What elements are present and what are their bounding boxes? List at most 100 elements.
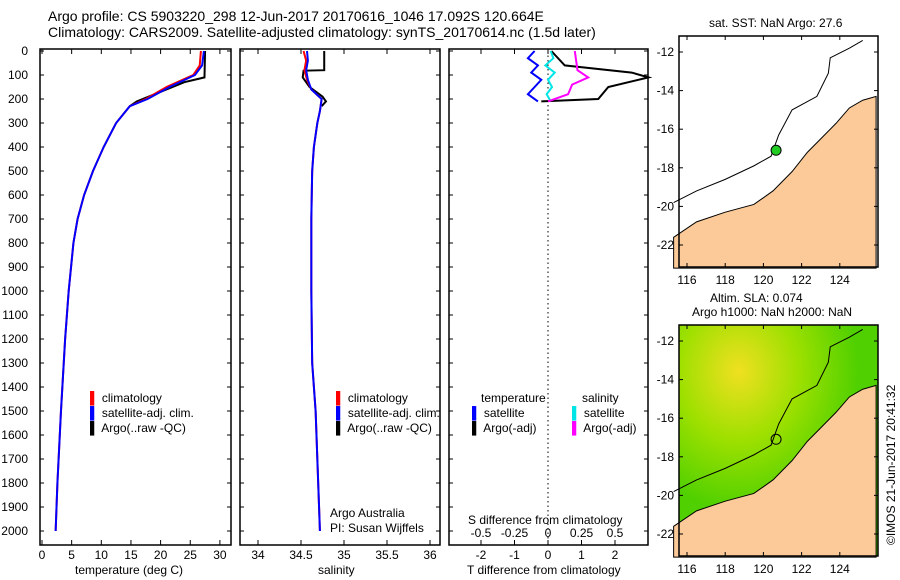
sal-axis-label: salinity xyxy=(318,563,355,577)
sla-map-title-1: Altim. SLA: 0.074 xyxy=(710,291,803,305)
x-tick-label: 35 xyxy=(337,548,351,562)
legend-header: salinity xyxy=(582,391,619,405)
lon-tick-label: 122 xyxy=(792,562,812,576)
temp-axis-label: temperature (deg C) xyxy=(75,563,184,577)
x-tick-label: 30 xyxy=(213,548,227,562)
depth-tick-label: 0 xyxy=(21,44,28,58)
lat-tick-label: -18 xyxy=(657,450,675,464)
depth-tick-label: 800 xyxy=(8,236,28,250)
s-diff-axis-label: S difference from climatology xyxy=(468,513,623,527)
legend-argo: Argo(..raw -QC) xyxy=(101,421,186,435)
x-tick-label: 5 xyxy=(68,548,75,562)
lon-tick-label: 122 xyxy=(792,273,812,287)
depth-tick-label: 2000 xyxy=(1,524,28,538)
x-tick-label: 34 xyxy=(251,548,265,562)
depth-tick-label: 600 xyxy=(8,188,28,202)
legend-argo: Argo(..raw -QC) xyxy=(347,421,432,435)
x2-tick-label: 0.25 xyxy=(570,526,594,540)
temperature-line-climatology xyxy=(54,50,202,532)
sla-map-title-2: Argo h1000: NaN h2000: NaN xyxy=(692,305,853,319)
legend-climatology: climatology xyxy=(101,391,162,405)
lat-tick-label: -14 xyxy=(657,373,675,387)
x2-tick-label: -0.5 xyxy=(471,526,492,540)
lon-tick-label: 120 xyxy=(753,273,773,287)
depth-tick-label: 1300 xyxy=(1,356,28,370)
x2-tick-label: -0.25 xyxy=(501,526,529,540)
x-tick-label: 1 xyxy=(578,548,585,562)
diff-line-3 xyxy=(547,50,591,103)
legend-satellite: satellite-adj. clim. xyxy=(101,406,194,420)
sla-map-isobath xyxy=(673,328,863,492)
lat-tick-label: -20 xyxy=(657,199,675,213)
salinity-line-Argo xyxy=(301,51,328,107)
lon-tick-label: 124 xyxy=(830,562,850,576)
temperature-line-Argo xyxy=(129,50,207,108)
depth-tick-label: 1400 xyxy=(1,380,28,394)
depth-tick-label: 1800 xyxy=(1,476,28,490)
legend-s-argo: Argo(-adj) xyxy=(583,421,637,435)
sst-map-land xyxy=(673,95,877,269)
legend-header: temperature xyxy=(481,391,546,405)
lat-tick-label: -12 xyxy=(657,334,675,348)
depth-tick-label: 900 xyxy=(8,260,28,274)
depth-tick-label: 1900 xyxy=(1,500,28,514)
x-tick-label: 0 xyxy=(39,548,46,562)
sla-map-argo-marker xyxy=(770,433,782,445)
diff-legend-t: temperature ▌ satellite ▌ Argo(-adj) xyxy=(472,391,546,435)
depth-tick-label: 1500 xyxy=(1,404,28,418)
lon-tick-label: 124 xyxy=(830,273,850,287)
title-line-2: Climatology: CARS2009. Satellite-adjuste… xyxy=(48,24,596,40)
panel-0-frame xyxy=(39,48,232,546)
lon-tick-label: 116 xyxy=(677,562,696,576)
diff-legend-s: salinity ▌ satellite ▌ Argo(-adj) xyxy=(572,391,637,435)
legend-t-argo: Argo(-adj) xyxy=(483,421,537,435)
x-tick-label: -2 xyxy=(476,548,487,562)
x-tick-label: 36 xyxy=(423,548,437,562)
annotation-line: PI: Susan Wijffels xyxy=(330,521,424,535)
depth-tick-label: 700 xyxy=(8,212,28,226)
diff-line-0 xyxy=(526,50,543,103)
x-tick-label: -1 xyxy=(509,548,520,562)
sst-map-argo-marker xyxy=(770,144,782,156)
sst-map-isobath xyxy=(673,39,863,203)
lat-tick-label: -22 xyxy=(657,527,675,541)
depth-tick-label: 1000 xyxy=(1,284,28,298)
lat-tick-label: -18 xyxy=(657,161,675,175)
lat-tick-label: -16 xyxy=(657,122,675,136)
depth-tick-label: 400 xyxy=(8,140,28,154)
legend-climatology: climatology xyxy=(347,391,408,405)
lon-tick-label: 116 xyxy=(677,273,696,287)
depth-tick-label: 300 xyxy=(8,116,28,130)
sst-map-frame xyxy=(678,35,879,268)
depth-tick-label: 1100 xyxy=(2,308,28,322)
lon-tick-label: 118 xyxy=(716,273,735,287)
salinity-line-climatology xyxy=(302,50,323,532)
salinity-line-satellite-adj. clim. xyxy=(305,50,323,532)
depth-tick-label: 1600 xyxy=(1,428,28,442)
diff-line-1 xyxy=(541,50,653,103)
lat-tick-label: -20 xyxy=(657,488,675,502)
depth-tick-label: 200 xyxy=(8,92,28,106)
argo-annotation: Argo Australia PI: Susan Wijffels xyxy=(330,506,424,536)
x-tick-label: 2 xyxy=(612,548,619,562)
lat-tick-label: -22 xyxy=(657,238,675,252)
lat-tick-label: -16 xyxy=(657,411,675,425)
sal-legend: ▌ climatology ▌ satellite-adj. clim. ▌ A… xyxy=(336,391,440,435)
diff-line-2 xyxy=(543,50,557,102)
panel-1-frame xyxy=(239,48,441,546)
x-tick-label: 25 xyxy=(184,548,198,562)
x-tick-label: 34.5 xyxy=(289,548,313,562)
legend-satellite: satellite-adj. clim. xyxy=(347,406,440,420)
x-tick-label: 15 xyxy=(124,548,138,562)
lat-tick-label: -14 xyxy=(657,84,675,98)
sst-map-title: sat. SST: NaN Argo: 27.6 xyxy=(709,16,843,30)
t-diff-axis-label: T difference from climatology xyxy=(467,563,621,577)
x2-tick-label: 0.5 xyxy=(607,526,624,540)
legend-s-satellite: satellite xyxy=(583,406,625,420)
depth-tick-label: 100 xyxy=(8,68,28,82)
x-tick-label: 20 xyxy=(154,548,168,562)
depth-tick-label: 500 xyxy=(8,164,28,178)
temp-legend: ▌ climatology ▌ satellite-adj. clim. ▌ A… xyxy=(90,391,194,435)
